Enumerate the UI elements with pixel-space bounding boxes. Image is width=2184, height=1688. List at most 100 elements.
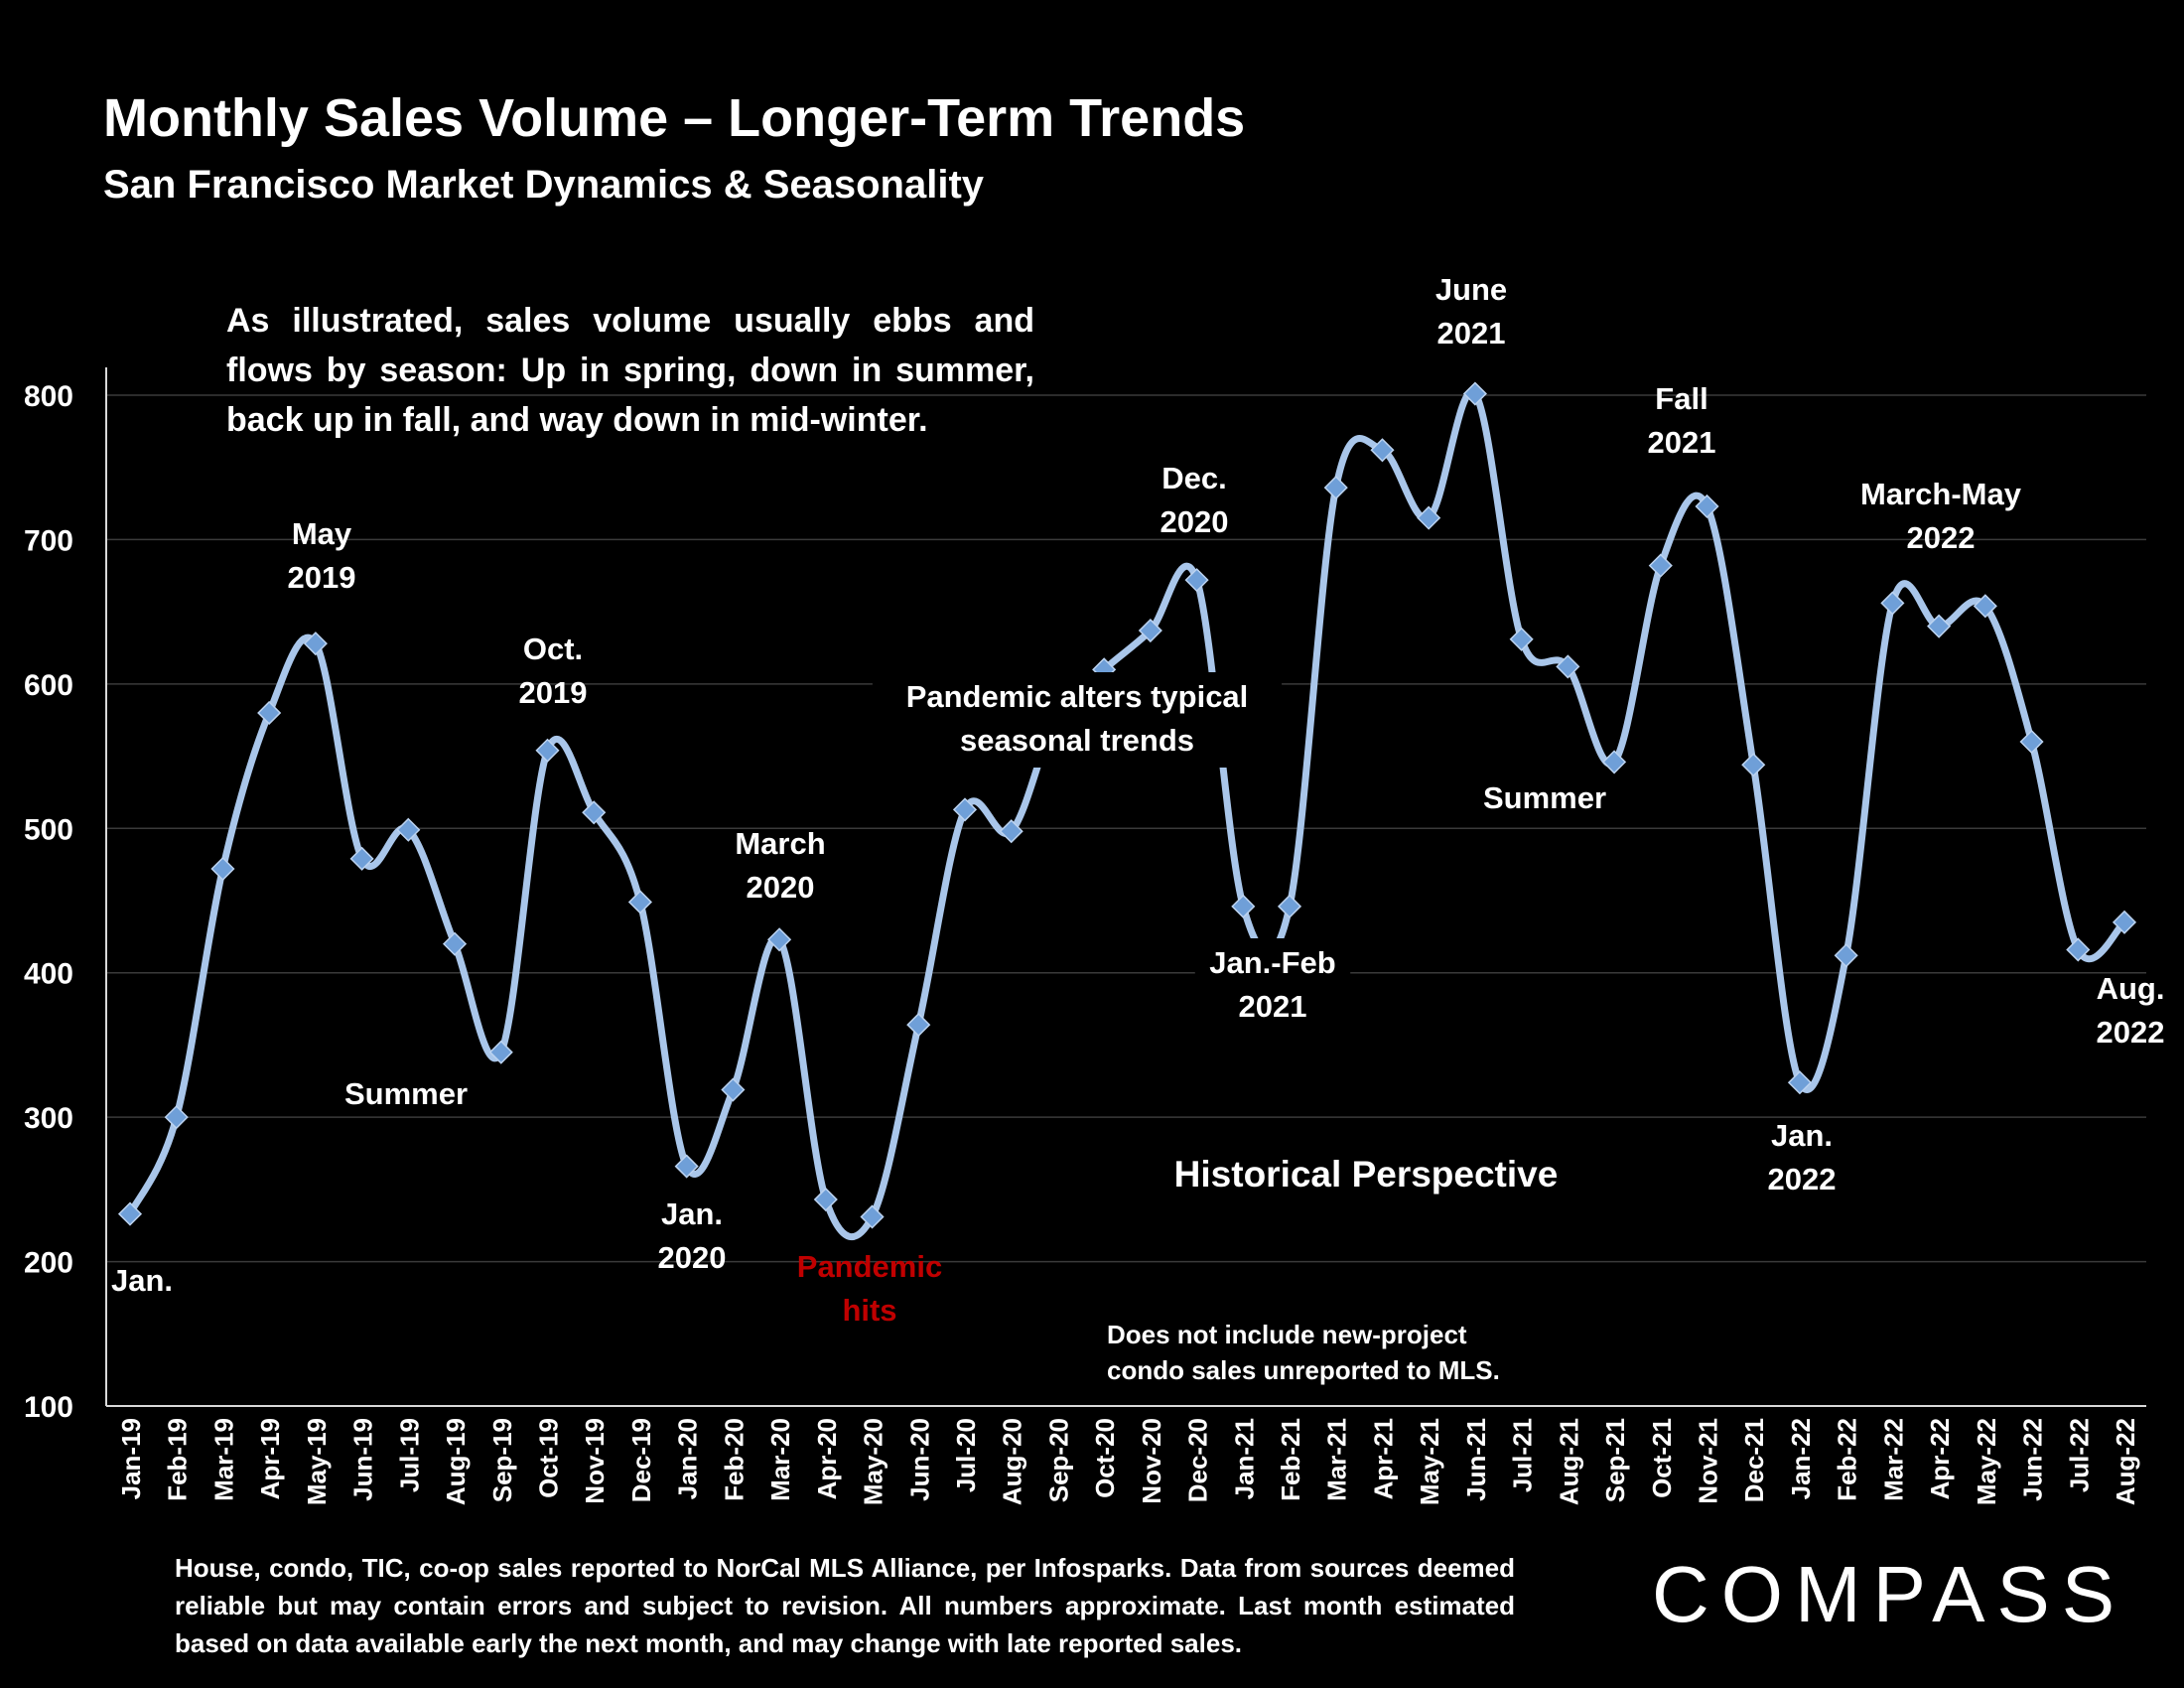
data-point <box>1927 614 1952 638</box>
x-tick-label: Jan-19 <box>116 1418 146 1499</box>
x-tick-label: Apr-22 <box>1925 1418 1955 1499</box>
x-tick-label: Jan-20 <box>673 1418 703 1499</box>
data-point <box>349 846 374 871</box>
annotation-label: Summer <box>1483 780 1606 815</box>
x-tick-label: Jul-22 <box>2064 1418 2094 1492</box>
x-tick-label: Oct-19 <box>533 1418 563 1498</box>
data-point <box>906 1013 931 1038</box>
data-point <box>674 1154 699 1179</box>
x-tick-label: Sep-19 <box>487 1418 517 1502</box>
annotation-label: 2019 <box>288 560 356 595</box>
x-tick-label: Jul-21 <box>1508 1418 1538 1492</box>
x-tick-label: Apr-21 <box>1368 1418 1398 1499</box>
data-point <box>1787 1070 1813 1095</box>
annotation-label: June <box>1435 272 1507 307</box>
x-tick-label: Feb-19 <box>163 1418 193 1501</box>
y-tick-label: 300 <box>24 1102 73 1135</box>
annotation-label: 2020 <box>658 1240 727 1275</box>
annotation-label: 2022 <box>1907 520 1976 555</box>
x-tick-label: Feb-22 <box>1833 1418 1862 1501</box>
data-point <box>1184 568 1209 593</box>
chart-title: Monthly Sales Volume – Longer-Term Trend… <box>103 88 1246 148</box>
annotation-label: Pandemic <box>797 1249 942 1284</box>
x-tick-label: May-20 <box>859 1418 888 1505</box>
annotation-label: Jan. <box>111 1263 173 1298</box>
data-point <box>582 800 607 825</box>
x-tick-label: Jun-21 <box>1461 1418 1491 1501</box>
x-tick-label: Oct-21 <box>1647 1418 1677 1498</box>
annotation-backdrop <box>1194 938 1351 1034</box>
annotation-label: 2022 <box>2097 1015 2165 1050</box>
data-point <box>2019 729 2044 755</box>
data-point <box>1323 476 1348 500</box>
annotation-label: Pandemic alters typical <box>906 679 1249 714</box>
data-point <box>1880 591 1905 616</box>
data-point <box>210 856 235 882</box>
annotation-label: 2020 <box>747 870 815 905</box>
annotation-label: May <box>292 516 352 551</box>
x-tick-label: Dec-21 <box>1739 1418 1769 1502</box>
data-point <box>1462 381 1487 406</box>
data-point <box>303 632 328 656</box>
data-point <box>1648 553 1673 578</box>
x-tick-label: Nov-21 <box>1694 1418 1723 1504</box>
x-tick-label: Dec-19 <box>626 1418 656 1502</box>
annotation-label: 2020 <box>1160 504 1229 539</box>
y-tick-label: 200 <box>24 1247 73 1280</box>
data-point <box>1973 594 1997 619</box>
data-point <box>813 1187 838 1212</box>
data-point <box>1277 894 1302 918</box>
x-tick-label: May-21 <box>1415 1418 1444 1505</box>
x-tick-label: May-22 <box>1972 1418 2001 1505</box>
x-tick-label: Aug-21 <box>1554 1418 1583 1505</box>
data-point <box>1834 943 1858 968</box>
annotation-label: Aug. <box>2097 971 2165 1006</box>
x-tick-label: Jun-20 <box>904 1418 934 1501</box>
y-tick-label: 500 <box>24 813 73 846</box>
annotation-label: Does not include new-project <box>1107 1320 1467 1349</box>
data-point <box>2112 910 2137 934</box>
annotation-label: Jan. <box>1771 1118 1833 1153</box>
x-tick-label: Sep-21 <box>1600 1418 1630 1502</box>
x-tick-label: Mar-21 <box>1322 1418 1352 1501</box>
annotation-label: 2021 <box>1437 316 1506 351</box>
x-tick-label: Nov-20 <box>1137 1418 1166 1504</box>
data-point <box>396 817 421 842</box>
data-point <box>627 890 652 914</box>
annotation-label: Historical Perspective <box>1174 1154 1559 1195</box>
data-point <box>1370 438 1395 463</box>
x-tick-label: Mar-20 <box>765 1418 795 1501</box>
annotation-label: March-May <box>1860 477 2022 511</box>
annotation-label: March <box>735 826 825 861</box>
data-point <box>1138 618 1162 643</box>
annotation-label: 2021 <box>1648 425 1716 460</box>
x-tick-label: Oct-20 <box>1090 1418 1120 1498</box>
y-tick-label: 800 <box>24 380 73 413</box>
x-tick-label: Sep-20 <box>1043 1418 1073 1502</box>
data-point <box>1231 894 1256 918</box>
annotation-label: Jan.-Feb <box>1209 945 1335 980</box>
x-tick-label: Jun-22 <box>2018 1418 2048 1501</box>
series-line <box>126 387 2128 1240</box>
data-point <box>1509 627 1534 651</box>
x-tick-label: May-19 <box>302 1418 332 1505</box>
x-tick-label: Jun-19 <box>348 1418 378 1501</box>
annotation-label: Fall <box>1655 381 1707 416</box>
annotation-label: Jan. <box>661 1196 723 1231</box>
x-tick-label: Mar-22 <box>1878 1418 1908 1501</box>
y-tick-label: 700 <box>24 524 73 557</box>
seasonality-note: As illustrated, sales volume usually ebb… <box>226 302 1034 439</box>
x-tick-label: Feb-21 <box>1276 1418 1305 1501</box>
x-tick-label: Apr-19 <box>255 1418 285 1499</box>
x-tick-label: Mar-19 <box>208 1418 238 1501</box>
x-tick-label: Jan-22 <box>1786 1418 1816 1499</box>
x-tick-label: Jan-21 <box>1229 1418 1259 1499</box>
data-point <box>117 1201 143 1226</box>
y-tick-label: 100 <box>24 1391 73 1424</box>
chart-subtitle: San Francisco Market Dynamics & Seasonal… <box>103 163 985 207</box>
annotation-label: 2019 <box>519 675 588 710</box>
x-tick-label: Jul-20 <box>951 1418 981 1492</box>
x-tick-label: Aug-19 <box>441 1418 471 1505</box>
source-footnote: House, condo, TIC, co-op sales reported … <box>175 1553 1515 1658</box>
